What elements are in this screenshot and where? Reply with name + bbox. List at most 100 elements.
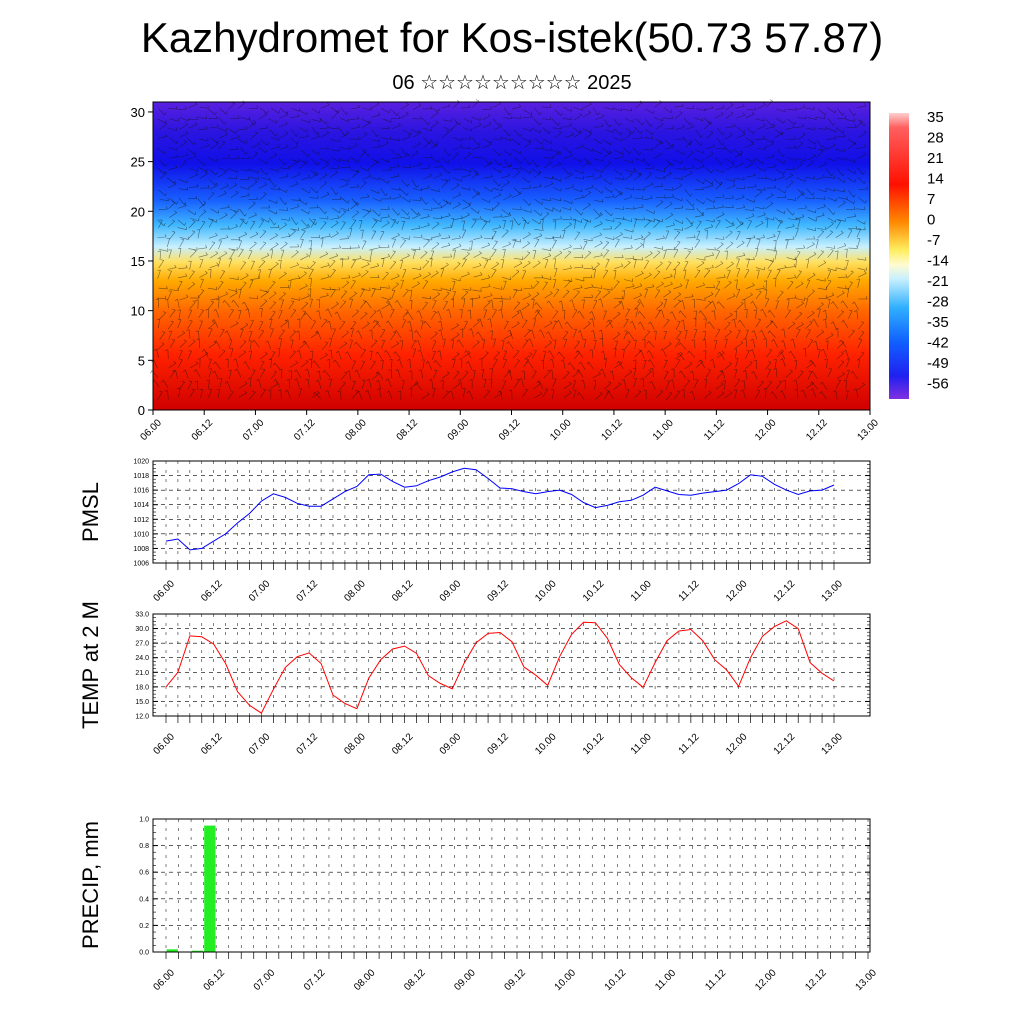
- wind-barb: [795, 247, 805, 250]
- wind-barb-flag: [671, 163, 674, 167]
- wind-barb: [358, 391, 363, 400]
- wind-barb-flag: [546, 331, 549, 335]
- wind-barb-flag: [388, 206, 390, 210]
- wind-barb-flag: [527, 221, 530, 225]
- wind-barb: [756, 125, 766, 130]
- wind-barb: [175, 370, 178, 380]
- wind-barb-flag: [375, 320, 379, 323]
- wind-barb: [674, 184, 683, 191]
- wind-barb: [513, 262, 523, 268]
- wind-barb-flag: [242, 261, 246, 263]
- wind-barb: [815, 176, 825, 180]
- wind-barb: [562, 167, 569, 175]
- wind-barb-flag: [531, 299, 535, 301]
- wind-barb: [552, 207, 561, 213]
- wind-barb: [441, 372, 450, 379]
- wind-barb-flag: [649, 272, 652, 275]
- wind-barb-flag: [639, 152, 642, 156]
- wind-barb-flag: [303, 271, 307, 274]
- wind-barb-flag: [446, 291, 450, 294]
- wind-barb: [675, 353, 683, 360]
- wind-barb-flag: [477, 318, 481, 321]
- wind-barb: [795, 251, 801, 260]
- wind-barb: [774, 278, 777, 288]
- wind-barb: [392, 239, 396, 248]
- wind-barb: [603, 351, 606, 361]
- wind-barb-flag: [774, 184, 776, 189]
- wind-barb: [259, 242, 267, 251]
- wind-barb: [291, 128, 297, 137]
- wind-barb-flag: [287, 284, 290, 288]
- wind-barb-flag: [834, 245, 836, 249]
- heatmap-ytick-label: 25: [131, 155, 145, 170]
- wind-barb-flag: [348, 164, 351, 168]
- wind-barb-flag: [265, 340, 268, 343]
- wind-barb: [634, 237, 644, 241]
- wind-barb-flag: [235, 224, 238, 227]
- wind-barb-flag: [445, 200, 449, 203]
- wind-barb: [573, 218, 582, 223]
- wind-barb-flag: [603, 358, 607, 360]
- wind-barb: [420, 349, 424, 359]
- wind-barb-flag: [854, 213, 857, 217]
- wind-barb-flag: [439, 172, 442, 176]
- wind-barb-flag: [539, 233, 543, 236]
- wind-barb-flag: [685, 260, 689, 262]
- wind-barb: [654, 141, 662, 148]
- wind-barb-flag: [221, 270, 225, 272]
- wind-barb: [734, 379, 741, 388]
- wind-barb-flag: [302, 340, 305, 344]
- wind-barb: [360, 349, 366, 358]
- wind-barb: [260, 139, 268, 146]
- wind-barb: [461, 214, 470, 219]
- wind-barb: [168, 202, 176, 210]
- wind-barb: [177, 205, 187, 209]
- wind-barb: [417, 340, 422, 349]
- wind-barb: [370, 161, 378, 168]
- wind-barb-flag: [646, 340, 649, 344]
- wind-barb: [614, 177, 624, 181]
- wind-barb-flag: [166, 206, 168, 210]
- wind-barb-flag: [297, 243, 299, 248]
- wind-barb-flag: [610, 141, 612, 145]
- wind-barb: [593, 269, 596, 279]
- wind-barb-flag: [407, 183, 410, 187]
- wind-barb-flag: [853, 388, 857, 391]
- wind-barb: [583, 157, 590, 165]
- wind-barb: [409, 321, 413, 331]
- wind-barb: [493, 158, 501, 166]
- wind-barb-flag: [723, 274, 726, 278]
- wind-barb: [548, 300, 554, 309]
- wind-barb: [309, 248, 312, 258]
- wind-barb-flag: [505, 229, 509, 232]
- wind-barb: [653, 252, 661, 259]
- wind-barb-flag: [273, 291, 277, 294]
- wind-barb-flag: [409, 299, 413, 302]
- wind-barb: [274, 362, 281, 371]
- p-xtick-label: 08.12: [390, 578, 416, 604]
- wind-barb: [200, 389, 203, 399]
- wind-barb-flag: [690, 222, 693, 226]
- wind-barb-flag: [589, 318, 593, 321]
- wind-barb: [300, 230, 306, 239]
- wind-barb-flag: [722, 380, 726, 382]
- wind-barb: [705, 350, 707, 360]
- wind-barb: [683, 320, 685, 330]
- wind-barb-flag: [272, 280, 276, 283]
- wind-barb: [663, 117, 673, 119]
- wind-barb-flag: [671, 368, 675, 370]
- wind-barb: [533, 250, 537, 260]
- wind-barb-flag: [741, 240, 745, 244]
- wind-barb: [453, 372, 460, 380]
- wind-barb-flag: [750, 338, 754, 341]
- wind-barb: [724, 363, 732, 370]
- wind-barb-flag: [686, 379, 690, 381]
- wind-barb: [509, 370, 512, 380]
- wind-barb-flag: [308, 210, 310, 214]
- wind-barb: [208, 108, 216, 116]
- wind-barb-flag: [790, 280, 794, 283]
- wind-barb: [339, 382, 346, 390]
- wind-barb-flag: [467, 350, 471, 354]
- wind-barb: [501, 300, 503, 310]
- wind-barb-flag: [826, 126, 828, 130]
